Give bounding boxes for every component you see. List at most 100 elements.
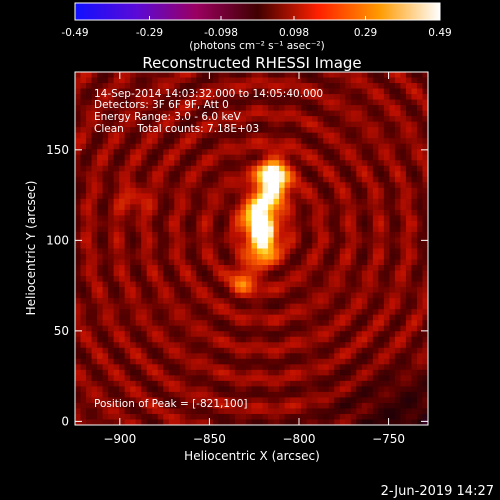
heatmap-pixel [201,303,208,310]
heatmap-pixel [86,242,93,250]
heatmap-pixel [257,353,264,360]
heatmap-pixel [405,298,413,305]
heatmap-pixel [135,198,142,205]
heatmap-pixel [168,358,175,365]
heatmap-pixel [102,121,109,128]
heatmap-pixel [108,127,115,134]
heatmap-pixel [108,220,115,228]
heatmap-pixel [394,336,402,343]
heatmap-pixel [411,358,418,365]
heatmap-pixel [212,292,220,299]
heatmap-pixel [201,413,208,421]
heatmap-pixel [273,408,280,415]
heatmap-pixel [367,83,374,90]
heatmap-pixel [251,176,258,183]
heatmap-pixel [113,72,120,79]
heatmap-pixel [383,402,390,410]
heatmap-pixel [416,342,424,349]
heatmap-pixel [179,375,186,382]
heatmap-pixel [108,110,115,117]
heatmap-pixel [356,369,363,376]
heatmap-pixel [207,165,214,172]
heatmap-pixel [97,254,104,261]
heatmap-pixel [201,220,208,228]
heatmap-pixel [279,154,286,161]
heatmap-pixel [185,149,192,156]
heatmap-pixel [394,242,402,250]
heatmap-pixel [201,110,208,117]
heatmap-pixel [394,226,402,233]
heatmap-pixel [152,259,159,266]
heatmap-pixel [190,127,197,134]
heatmap-pixel [75,270,82,277]
heatmap-pixel [400,402,407,410]
heatmap-pixel [234,187,242,194]
heatmap-pixel [240,193,247,200]
heatmap-pixel [135,154,142,161]
heatmap-pixel [141,369,148,376]
heatmap-pixel [212,182,220,189]
heatmap-pixel [312,265,319,272]
heatmap-pixel [80,149,87,156]
heatmap-pixel [75,105,82,112]
heatmap-pixel [262,204,269,211]
heatmap-pixel [108,386,115,393]
heatmap-pixel [75,88,82,95]
heatmap-pixel [422,314,428,321]
heatmap-pixel [97,116,104,123]
heatmap-pixel [306,77,313,84]
heatmap-pixel [389,99,396,106]
heatmap-pixel [257,309,264,316]
heatmap-pixel [367,99,374,106]
heatmap-pixel [185,358,192,365]
heatmap-pixel [229,270,236,277]
heatmap-pixel [339,303,346,310]
heatmap-pixel [290,198,297,205]
heatmap-pixel [130,402,137,410]
heatmap-pixel [196,209,203,217]
heatmap-pixel [389,259,396,266]
heatmap-pixel [301,292,308,299]
heatmap-pixel [212,198,220,205]
heatmap-pixel [416,138,424,145]
heatmap-pixel [234,99,242,106]
heatmap-pixel [422,88,428,95]
heatmap-pixel [411,331,418,338]
heatmap-pixel [405,413,413,421]
heatmap-pixel [75,386,82,393]
heatmap-pixel [245,127,253,134]
heatmap-pixel [334,105,341,112]
heatmap-pixel [273,292,280,299]
heatmap-pixel [411,391,418,399]
heatmap-pixel [295,397,302,404]
heatmap-pixel [279,149,286,156]
heatmap-pixel [411,160,418,167]
heatmap-pixel [86,314,93,321]
heatmap-pixel [334,413,341,421]
heatmap-pixel [394,402,402,410]
heatmap-pixel [163,397,170,404]
heatmap-pixel [207,413,214,421]
heatmap-pixel [240,220,247,228]
heatmap-pixel [146,248,153,255]
heatmap-pixel [361,386,368,393]
heatmap-pixel [240,176,247,183]
heatmap-pixel [86,132,93,139]
heatmap-pixel [268,72,275,79]
heatmap-pixel [367,375,374,382]
heatmap-pixel [273,369,280,376]
heatmap-pixel [240,347,247,354]
heatmap-pixel [212,248,220,255]
heatmap-pixel [317,331,324,338]
heatmap-pixel [284,154,291,161]
heatmap-pixel [119,309,126,316]
heatmap-pixel [394,143,402,150]
heatmap-pixel [273,347,280,354]
heatmap-pixel [86,72,93,79]
heatmap-pixel [273,358,280,365]
heatmap-pixel [212,408,220,415]
heatmap-pixel [168,254,175,261]
heatmap-pixel [328,165,335,172]
heatmap-pixel [86,331,93,338]
heatmap-pixel [290,209,297,217]
